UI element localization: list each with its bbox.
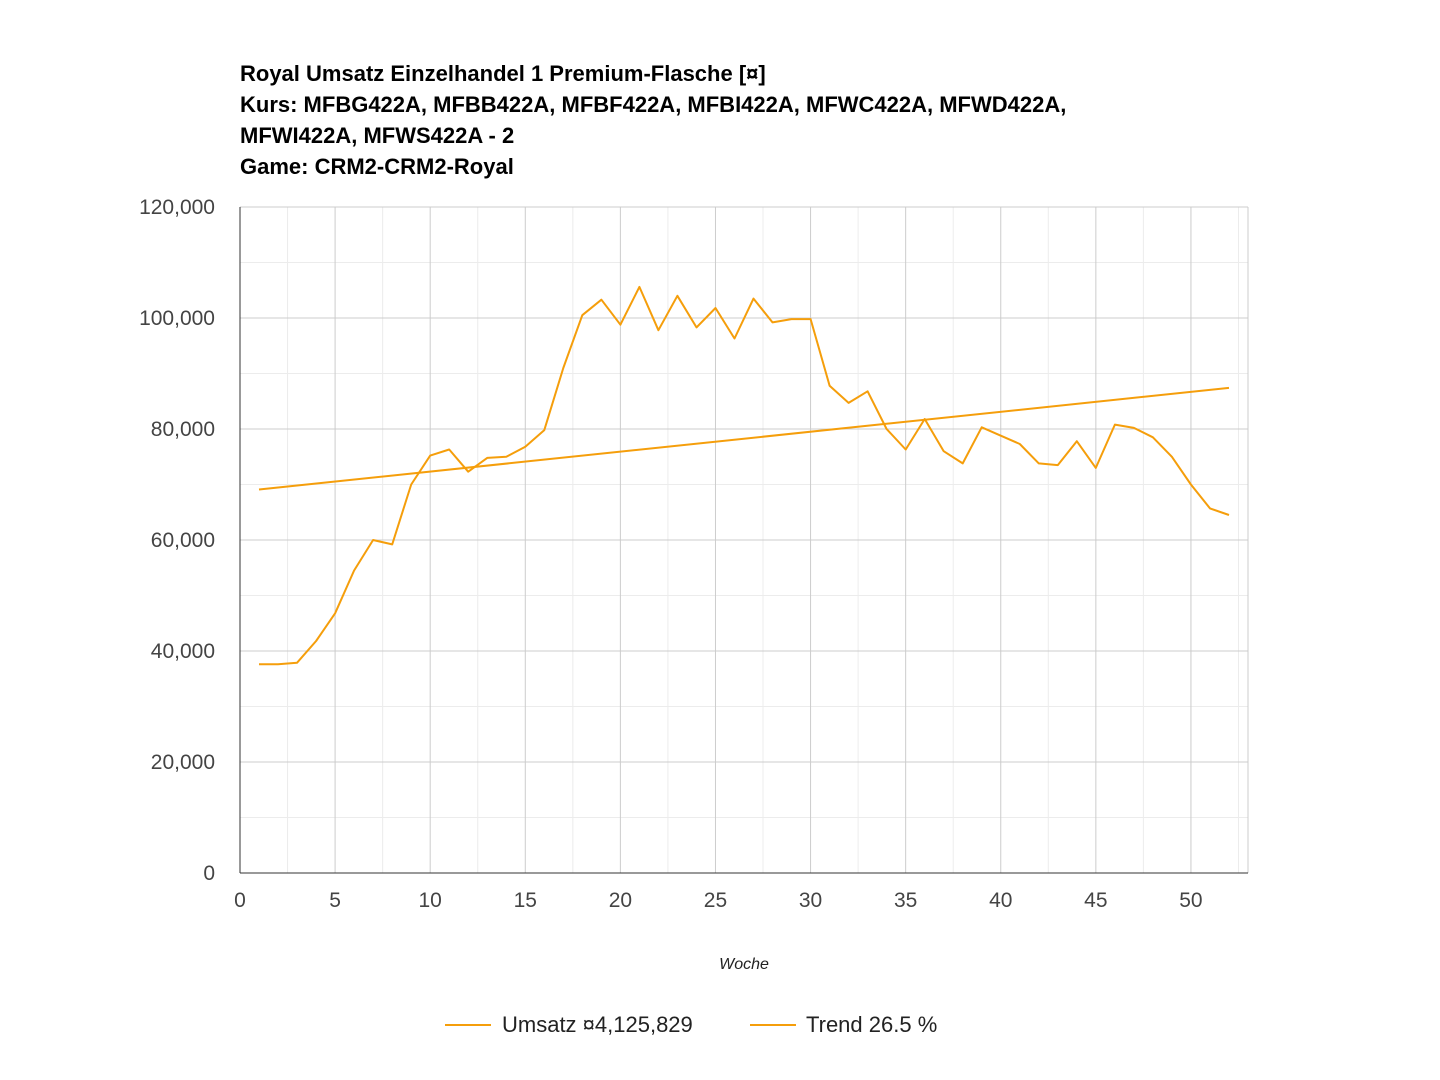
x-tick-label: 40 — [989, 889, 1012, 912]
y-tick-label: 0 — [203, 862, 215, 885]
y-tick-label: 20,000 — [151, 751, 215, 774]
series-line-trend — [258, 386, 1230, 491]
y-axis-tick-labels: 0 20,000 40,000 60,000 80,000 100,000 120,000 — [139, 196, 215, 885]
legend-item-umsatz[interactable]: Umsatz ¤4,125,829 — [445, 1012, 693, 1037]
title-line-4: Game: CRM2-CRM2-Royal — [240, 154, 514, 179]
x-tick-label: 20 — [609, 889, 632, 912]
major-gridlines — [240, 206, 1249, 873]
y-tick-label: 60,000 — [151, 529, 215, 552]
title-line-3: MFWI422A, MFWS422A - 2 — [240, 123, 514, 148]
x-tick-label: 15 — [514, 889, 537, 912]
axes — [239, 207, 1248, 874]
x-tick-label: 35 — [894, 889, 917, 912]
x-tick-label: 25 — [704, 889, 727, 912]
x-tick-label: 50 — [1179, 889, 1202, 912]
x-axis-tick-labels: 0 5 10 15 20 25 30 35 40 45 50 — [234, 889, 1202, 912]
y-tick-label: 120,000 — [139, 196, 215, 219]
x-tick-label: 5 — [329, 889, 341, 912]
x-axis-title: Woche — [719, 956, 769, 973]
x-tick-label: 30 — [799, 889, 822, 912]
y-tick-label: 40,000 — [151, 640, 215, 663]
y-tick-label: 100,000 — [139, 307, 215, 330]
legend-label-trend: Trend 26.5 % — [806, 1012, 937, 1037]
title-line-2: Kurs: MFBG422A, MFBB422A, MFBF422A, MFBI… — [240, 92, 1066, 117]
x-tick-label: 45 — [1084, 889, 1107, 912]
chart-title: Royal Umsatz Einzelhandel 1 Premium-Flas… — [240, 61, 1066, 179]
title-line-1: Royal Umsatz Einzelhandel 1 Premium-Flas… — [240, 61, 766, 86]
legend-label-umsatz: Umsatz ¤4,125,829 — [502, 1012, 693, 1037]
x-tick-label: 0 — [234, 889, 246, 912]
y-tick-label: 80,000 — [151, 418, 215, 441]
legend-item-trend[interactable]: Trend 26.5 % — [750, 1012, 937, 1037]
series-layer — [258, 285, 1230, 666]
x-tick-label: 10 — [419, 889, 442, 912]
series-line-umsatz — [259, 285, 1230, 666]
legend: Umsatz ¤4,125,829 Trend 26.5 % — [445, 1012, 937, 1037]
